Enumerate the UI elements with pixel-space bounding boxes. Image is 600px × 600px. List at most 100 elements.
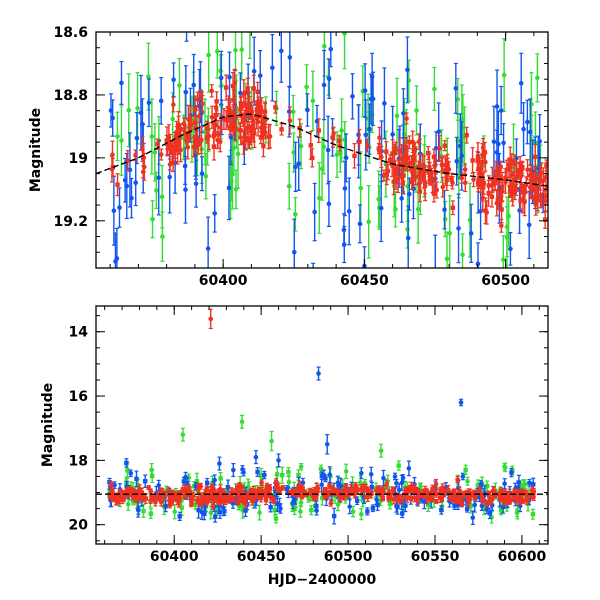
top-point-r: [352, 142, 357, 169]
top-point-r: [483, 152, 488, 172]
top-point-g: [504, 206, 510, 268]
bottom-point-b: [240, 465, 245, 474]
top-point-r: [115, 173, 120, 197]
top-point-b: [378, 174, 384, 243]
top-point-r: [223, 74, 229, 101]
bottom-point-r: [136, 491, 142, 496]
top-point-r: [450, 200, 456, 216]
bottom-point-b: [502, 478, 507, 490]
bottom-point-r: [275, 481, 280, 491]
top-point-g: [302, 296, 307, 350]
top-point-r: [394, 164, 400, 177]
bottom-point-b: [365, 507, 370, 516]
top-point-r: [524, 176, 529, 194]
top-point-b: [433, 234, 438, 268]
top-point-r: [308, 130, 313, 160]
top-ylabel: Magnitude: [28, 108, 44, 192]
bottom-point-b: [370, 504, 376, 513]
bottom-point-g: [272, 504, 278, 516]
top-point-g: [501, 38, 507, 113]
top-point-r: [171, 96, 176, 113]
top-point-b: [454, 136, 460, 186]
top-point-b: [405, 205, 411, 268]
top-point-r: [462, 173, 468, 193]
top-point-r: [471, 171, 476, 188]
top-point-r: [176, 110, 181, 139]
top-point-g: [160, 211, 165, 262]
bottom-point-b: [222, 506, 227, 516]
top-point-b: [183, 65, 189, 120]
top-point-b: [278, 32, 284, 83]
top-point-g: [214, 32, 220, 79]
bottom-point-r: [256, 486, 262, 492]
top-point-g: [342, 32, 347, 70]
bottom-outlier-b: [460, 472, 466, 481]
top-point-b: [158, 77, 164, 125]
top-point-r: [133, 149, 138, 162]
bottom-point-r: [451, 488, 457, 494]
bottom-point-r: [480, 494, 485, 504]
bottom-point-b: [354, 496, 360, 506]
top-trend-line: [96, 113, 548, 187]
top-point-g: [393, 191, 398, 228]
top-point-r: [433, 159, 438, 186]
bottom-point-r: [128, 487, 134, 498]
bottom-point-r: [290, 489, 295, 497]
bottom-point-b: [347, 499, 353, 515]
bottom-point-r: [174, 493, 180, 503]
bottom-point-r: [259, 479, 264, 487]
bottom-point-g: [465, 476, 470, 486]
top-point-r: [255, 81, 260, 102]
top-point-b: [367, 103, 372, 155]
top-point-g: [150, 200, 155, 239]
top-point-g: [535, 53, 540, 103]
bottom-point-g: [343, 463, 349, 480]
top-point-b: [111, 175, 117, 246]
bottom-point-r: [115, 497, 120, 506]
bottom-point-b: [290, 496, 296, 510]
top-point-b: [287, 32, 293, 88]
top-point-g: [290, 94, 296, 129]
top-point-g: [206, 32, 211, 93]
bottom-point-r: [146, 485, 151, 491]
top-point-r: [479, 159, 484, 189]
bottom-point-r: [466, 496, 471, 507]
y-tick-label: 20: [69, 518, 89, 534]
y-tick-label: 16: [69, 389, 88, 405]
top-point-g: [115, 111, 120, 162]
bottom-outlier-g: [502, 462, 507, 471]
top-point-b: [133, 159, 139, 207]
x-tick-label: 60550: [411, 549, 460, 565]
top-point-r: [417, 163, 423, 180]
top-point-g: [310, 70, 316, 131]
top-point-r: [213, 115, 218, 135]
top-point-b: [114, 227, 120, 268]
bottom-outlier-g: [378, 443, 384, 458]
top-point-g: [339, 98, 344, 163]
bottom-outlier-b: [231, 462, 236, 478]
top-point-r: [437, 134, 442, 163]
bottom-point-b: [331, 507, 337, 525]
top-point-b: [498, 85, 504, 136]
bottom-point-g: [298, 505, 303, 518]
top-point-r: [239, 108, 244, 124]
bottom-point-b: [381, 469, 386, 487]
bottom-point-r: [505, 498, 510, 505]
bottom-point-g: [273, 513, 279, 524]
x-tick-label: 60400: [199, 273, 248, 289]
top-point-b: [218, 50, 224, 105]
top-point-r: [384, 141, 389, 163]
top-point-b: [227, 51, 232, 103]
bottom-outlier-b: [316, 366, 321, 381]
bottom-outlier-g: [239, 414, 245, 429]
bottom-point-g: [148, 508, 154, 520]
top-point-b: [405, 36, 410, 104]
bottom-ticks: 60400 60450 60500 60550 60600 14 16 18 20: [69, 306, 548, 565]
top-point-r: [480, 137, 486, 158]
bottom-outlier-b: [392, 472, 398, 481]
top-point-r: [379, 145, 384, 169]
top-point-r: [227, 98, 232, 122]
bottom-outlier-b: [128, 469, 134, 478]
bottom-point-r: [159, 488, 164, 498]
top-point-r: [316, 118, 321, 143]
